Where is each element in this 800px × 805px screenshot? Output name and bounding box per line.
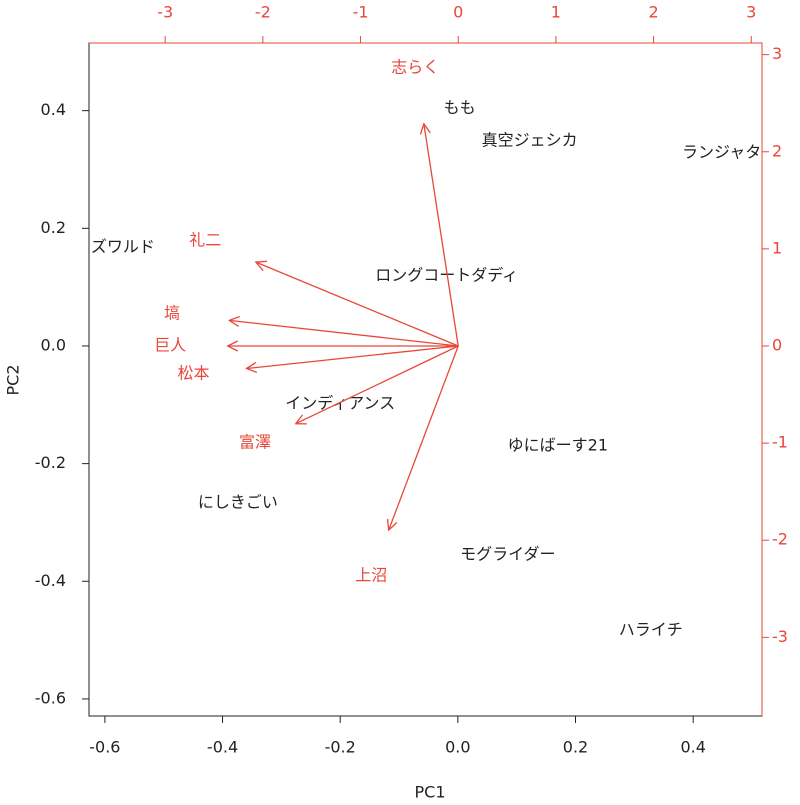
x-tick-label: -0.2 [325,738,356,757]
loading-arrow [256,262,459,347]
variable-label: 上沼 [355,566,387,585]
y2-tick-label: -3 [772,627,788,646]
variable-label: 塙 [164,303,180,322]
variable-label: 志らく [391,58,439,77]
x2-tick-label: 1 [551,3,561,22]
x-tick-label: 0.0 [445,738,470,757]
x2-tick-label: -2 [255,3,271,22]
observation-label: ランジャタイ [682,143,777,162]
x2-tick-label: 3 [746,3,756,22]
observation-label: 真空ジェシカ [482,131,578,150]
observation-label: モグライダー [460,544,555,563]
variable-label: 巨人 [154,335,186,354]
variable-label: 松本 [178,364,210,383]
y-tick-label: 0.4 [41,100,66,119]
y-axis-label: PC2 [4,365,23,396]
observation-label: もも [444,98,476,117]
loading-arrow [296,345,459,424]
y2-tick-label: -1 [772,433,788,452]
x2-tick-label: -1 [353,3,369,22]
y2-tick-label: 1 [772,238,782,257]
loading-arrow [389,345,459,530]
y2-tick-label: 2 [772,141,782,160]
observation-label: ゆにばーす21 [508,435,608,454]
loading-arrow [246,345,459,369]
variable-label: 富澤 [239,433,271,452]
x-tick-label: 0.4 [680,738,705,757]
observations: もも真空ジェシカランジャタイオズワルドロングコートダディインディアンスゆにばーす… [75,98,777,639]
observation-label: ハライチ [619,620,683,639]
y2-tick-label: -2 [772,530,788,549]
x2-tick-label: 2 [648,3,658,22]
y-tick-label: -0.2 [35,453,66,472]
x2-tick-label: 0 [453,3,463,22]
y-tick-label: -0.4 [35,571,66,590]
observation-label: オズワルド [75,237,155,256]
x-tick-label: -0.4 [207,738,238,757]
x-tick-label: -0.6 [89,738,120,757]
y2-tick-label: 3 [772,44,782,63]
observation-label: にしきごい [198,493,278,512]
observation-label: インディアンス [285,394,395,413]
loading-arrow [229,320,459,347]
y-tick-label: -0.6 [35,688,66,707]
y2-tick-label: 0 [772,335,782,354]
y-tick-label: 0.2 [41,218,66,237]
variable-label: 礼二 [189,231,221,250]
x-tick-label: 0.2 [563,738,588,757]
y-tick-label: 0.0 [41,335,66,354]
x2-tick-label: -3 [157,3,173,22]
loading-arrow [424,124,459,347]
x-axis-label: PC1 [415,783,446,802]
